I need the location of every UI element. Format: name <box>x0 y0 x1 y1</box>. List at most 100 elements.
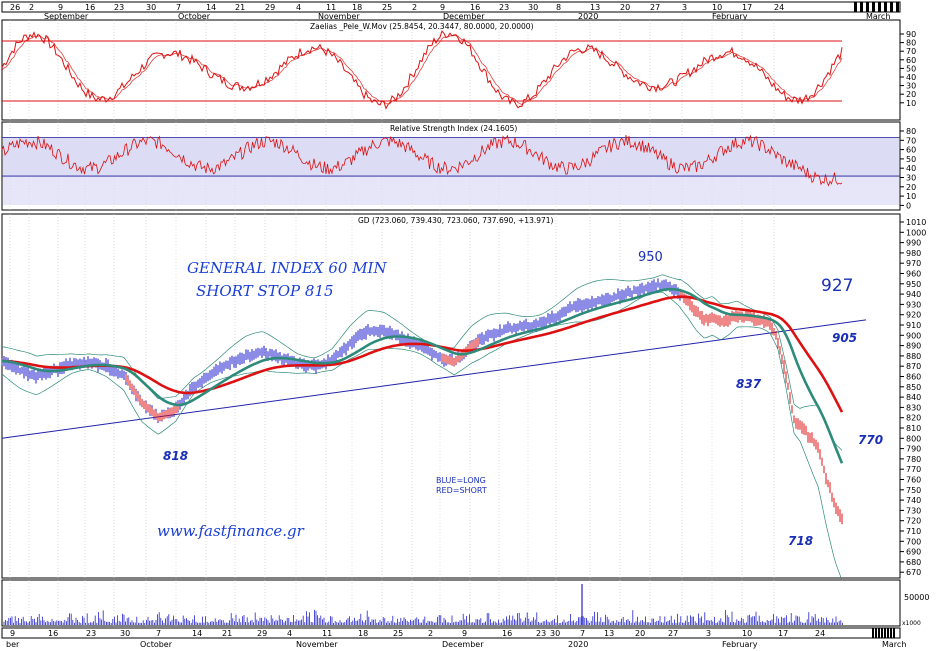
axis-tick-label: 70 <box>906 136 916 145</box>
stochastic-title: Zaelias _Pele_W.Mov (25.8454, 20.3447, 8… <box>310 22 534 31</box>
axis-tick-label: 880 <box>906 352 921 361</box>
bottom-axis-day: 4 <box>287 629 292 638</box>
bottom-axis-month: October <box>140 640 173 649</box>
axis-tick-label: 840 <box>906 393 921 402</box>
axis-tick-label: 890 <box>906 342 921 351</box>
top-axis-month: March <box>866 12 890 21</box>
bottom-axis-day: 23 <box>86 629 96 638</box>
axis-tick-label: 740 <box>906 496 921 505</box>
fast-moving-average <box>2 287 844 464</box>
top-axis-month: February <box>712 12 748 21</box>
axis-tick-label: 990 <box>906 239 921 248</box>
axis-end-block <box>878 628 880 638</box>
axis-end-block <box>878 2 881 12</box>
axis-tick-label: 50 <box>906 155 916 164</box>
axis-tick-label: 680 <box>906 558 921 567</box>
bottom-axis-day: 11 <box>322 629 332 638</box>
rsi-line <box>1 134 843 187</box>
axis-tick-label: 50 <box>906 64 916 73</box>
bottom-axis-day: 9 <box>10 629 15 638</box>
bottom-axis-day: 9 <box>462 629 467 638</box>
top-axis-month: November <box>318 12 360 21</box>
lower-band-line <box>1 291 843 581</box>
axis-tick-label: 70 <box>906 47 916 56</box>
axis-tick-label: 690 <box>906 548 921 557</box>
axis-end-block <box>890 2 893 12</box>
bottom-axis-month: February <box>722 640 758 649</box>
axis-tick-label: 40 <box>906 73 916 82</box>
top-axis-day: 30 <box>528 3 538 12</box>
axis-tick-label: 20 <box>906 90 916 99</box>
axis-tick-label: 900 <box>906 331 921 340</box>
bottom-axis-month: 2020 <box>568 640 588 649</box>
axis-end-block <box>872 628 874 638</box>
top-axis-day: 27 <box>650 3 660 12</box>
top-axis-day: 2 <box>412 3 417 12</box>
stochastic-frame <box>1 19 901 121</box>
axis-tick-label: 60 <box>906 146 916 155</box>
bottom-axis-bar <box>1 627 901 639</box>
axis-end-block <box>890 628 892 638</box>
axis-end-block <box>854 2 857 12</box>
top-axis-month: October <box>178 12 211 21</box>
top-axis-day: 10 <box>712 3 722 12</box>
price-panel <box>1 274 867 581</box>
top-axis-day: 25 <box>382 3 392 12</box>
bottom-axis-day: 16 <box>48 629 58 638</box>
axis-end-block <box>896 2 899 12</box>
bottom-date-axis: 9 16 23 30 7 14 21 29 4 11 18 25 2 9 16 23 30 7 13 20 27 3 10 1… <box>6 629 906 649</box>
volume-frame <box>1 579 901 627</box>
axis-tick-label: 770 <box>906 465 921 474</box>
axis-tick-label: 960 <box>906 270 921 279</box>
annotation-stop: SHORT STOP 815 <box>196 282 334 300</box>
level-927: 927 <box>821 276 853 296</box>
top-axis-day: 20 <box>620 3 630 12</box>
axis-tick-label: 950 <box>906 280 921 289</box>
volume-panel <box>3 584 843 625</box>
top-axis-day: 11 <box>326 3 336 12</box>
bottom-axis-month: December <box>442 640 484 649</box>
axis-tick-label: 670 <box>906 568 921 577</box>
bottom-axis-day: 25 <box>393 629 403 638</box>
top-axis-day: 16 <box>470 3 480 12</box>
axis-tick-label: 730 <box>906 506 921 515</box>
bottom-axis-day: 29 <box>257 629 267 638</box>
bottom-axis-day: 16 <box>502 629 512 638</box>
bottom-axis-day: 20 <box>635 629 645 638</box>
level-950: 950 <box>638 250 663 265</box>
legend-short: RED=SHORT <box>436 486 487 495</box>
bottom-axis-day: 27 <box>668 629 678 638</box>
axis-tick-label: 30 <box>906 174 916 183</box>
axis-tick-label: 920 <box>906 311 921 320</box>
price-title: GD (723.060, 739.430, 723.060, 737.690, … <box>358 216 554 225</box>
axis-tick-label: 710 <box>906 527 921 536</box>
bottom-axis-day: 24 <box>815 629 825 638</box>
bottom-axis-month: ber <box>6 640 20 649</box>
bottom-axis-day: 30 <box>550 629 560 638</box>
axis-end-block <box>875 628 877 638</box>
axis-tick-label: 20 <box>906 183 916 192</box>
top-axis-day: 14 <box>206 3 216 12</box>
top-axis-day: 17 <box>742 3 752 12</box>
bottom-axis-day: 18 <box>358 629 368 638</box>
rsi-title: Relative Strength Index (24.1605) <box>390 124 517 133</box>
price-frame <box>1 213 901 579</box>
axis-tick-label: 810 <box>906 424 921 433</box>
top-axis-month: September <box>44 12 89 21</box>
axis-end-block <box>866 2 869 12</box>
axis-tick-label: 80 <box>906 39 916 48</box>
axis-end-block <box>884 2 887 12</box>
axis-tick-label: 760 <box>906 476 921 485</box>
top-axis-day: 30 <box>146 3 156 12</box>
axis-tick-label: 720 <box>906 517 921 526</box>
bottom-axis-month: March <box>882 640 906 649</box>
top-axis-day: 16 <box>85 3 95 12</box>
annotation-title: GENERAL INDEX 60 MIN <box>187 259 387 277</box>
axis-tick-label: 80 <box>906 127 916 136</box>
rsi-band-low <box>3 176 899 205</box>
top-axis-day: 3 <box>682 3 687 12</box>
top-axis-bar <box>1 1 901 13</box>
